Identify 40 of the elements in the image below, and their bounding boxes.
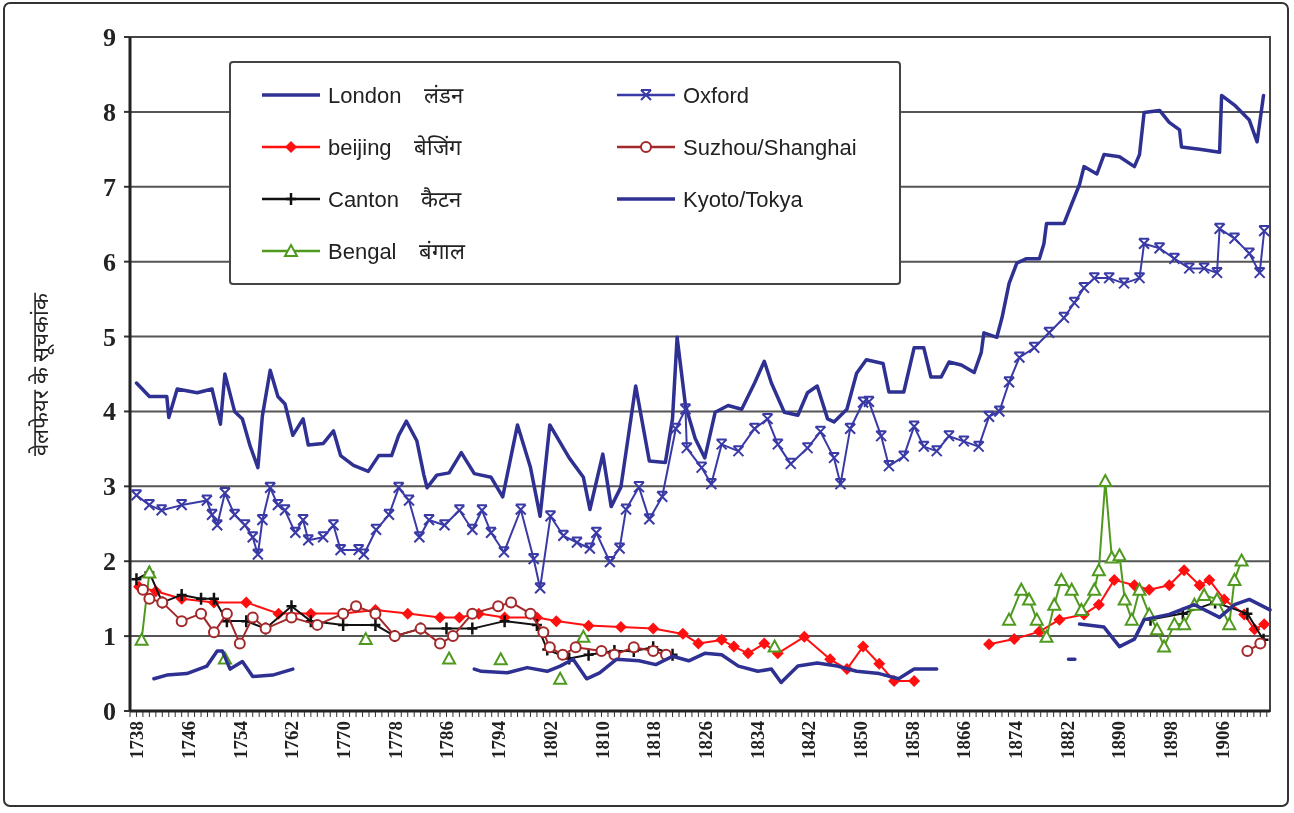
x-tick-label: 1850	[849, 721, 871, 759]
x-tick-label: 1858	[901, 721, 923, 759]
y-tick-label: 2	[103, 547, 116, 577]
y-tick-label: 5	[103, 322, 116, 352]
y-tick-label: 9	[103, 23, 116, 52]
y-tick-label: 3	[103, 472, 116, 502]
x-tick-label: 1786	[436, 721, 458, 759]
x-tick-label: 1874	[1004, 720, 1026, 759]
y-tick-label: 0	[103, 697, 116, 726]
legend-label: Oxford	[683, 83, 750, 108]
x-tick-label: 1778	[384, 721, 406, 759]
legend-label: Suzhou/Shanghai	[683, 135, 857, 160]
x-tick-label: 1826	[694, 721, 716, 759]
x-tick-label: 1882	[1056, 721, 1078, 759]
x-tick-label: 1898	[1159, 721, 1181, 759]
x-tick-label: 1842	[798, 721, 820, 759]
legend-label: Bengal बंगाल	[328, 239, 466, 264]
x-tick-label: 1746	[178, 721, 200, 759]
y-tick-label: 6	[103, 247, 116, 277]
y-tick-label: 4	[103, 397, 116, 427]
x-tick-label: 1810	[591, 721, 613, 759]
y-tick-label: 1	[103, 622, 116, 652]
x-tick-label: 1754	[229, 720, 251, 759]
x-tick-label: 1770	[333, 721, 355, 759]
y-axis-title: वेलफेयर के सूचकांक	[28, 291, 55, 456]
x-tick-label: 1762	[281, 721, 303, 759]
y-tick-label: 7	[103, 172, 116, 202]
x-tick-label: 1818	[643, 721, 665, 759]
y-tick-label: 8	[103, 97, 116, 127]
legend-label: beijing बेजिंग	[328, 135, 462, 160]
x-tick-label: 1834	[746, 720, 768, 759]
x-tick-label: 1794	[488, 720, 510, 759]
x-tick-label: 1866	[953, 721, 975, 759]
x-tick-label: 1906	[1211, 721, 1233, 759]
legend-label: London लंडन	[328, 83, 464, 108]
x-tick-label: 1890	[1108, 721, 1130, 759]
x-tick-label: 1802	[539, 721, 561, 759]
x-tick-label: 1738	[126, 721, 148, 759]
legend-label: Kyoto/Tokya	[683, 187, 804, 212]
legend-label: Canton कैटन	[328, 187, 463, 212]
